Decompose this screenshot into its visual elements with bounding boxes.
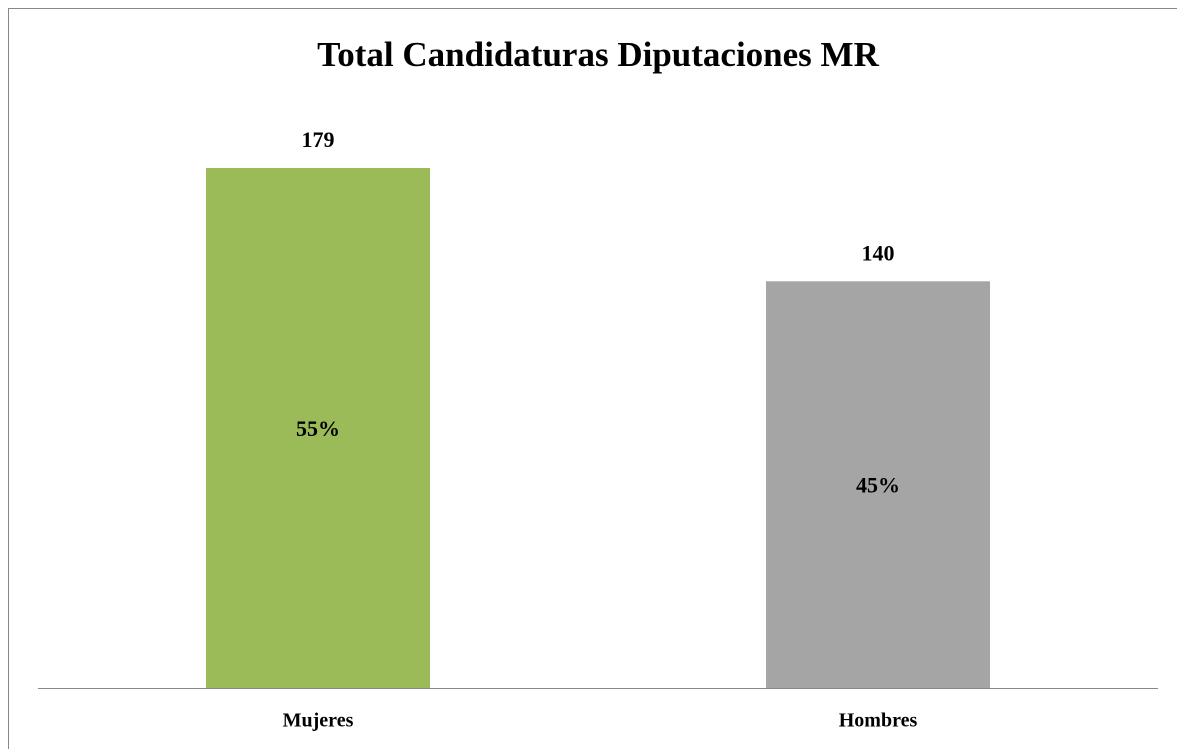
value-label: 140 [862, 240, 895, 265]
bar [766, 281, 990, 688]
chart-frame [8, 8, 1177, 749]
percentage-label: 45% [856, 473, 900, 498]
value-label: 179 [302, 127, 335, 152]
percentage-label: 55% [296, 416, 340, 441]
chart-title: Total Candidaturas Diputaciones MR [317, 35, 879, 74]
x-tick-label: Hombres [839, 710, 918, 732]
x-tick-label: Mujeres [283, 710, 354, 732]
bar [206, 168, 430, 688]
